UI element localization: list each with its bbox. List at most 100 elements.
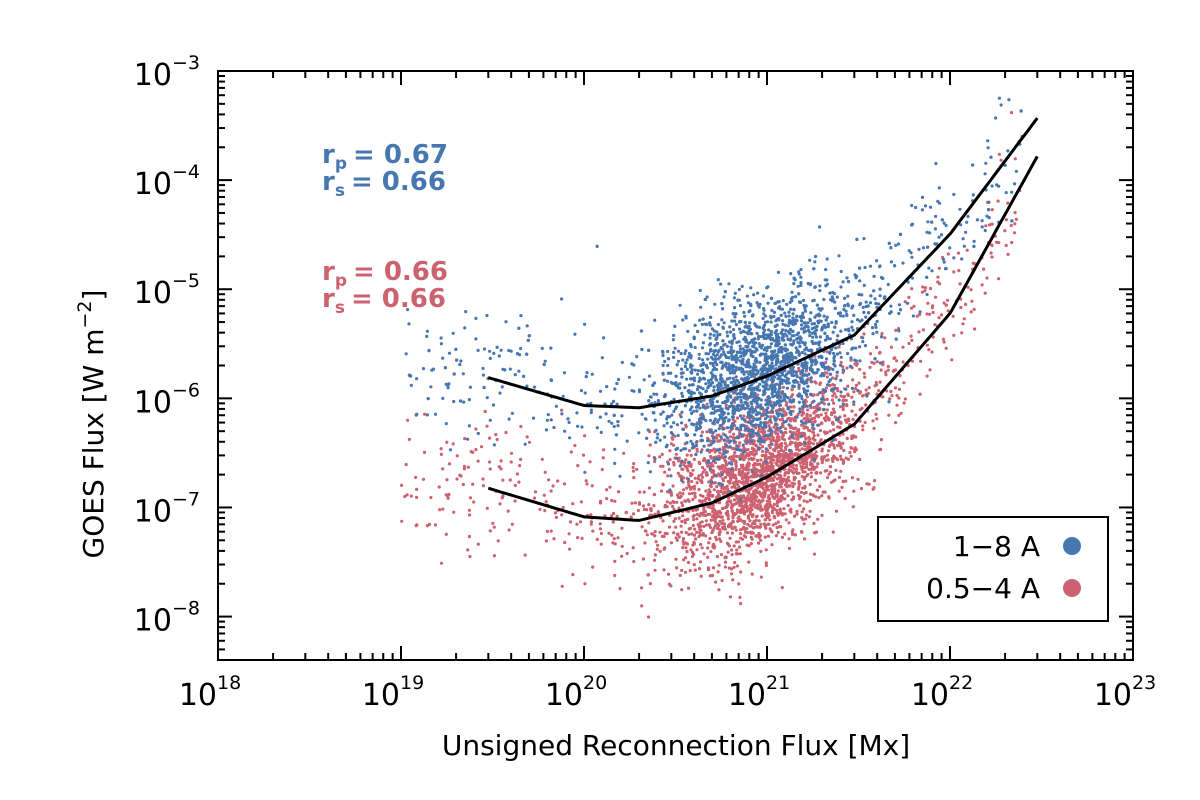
data-point (656, 543, 660, 547)
data-point (604, 412, 608, 416)
data-point (729, 380, 733, 384)
data-point (687, 492, 692, 496)
data-point (637, 388, 642, 392)
data-point (790, 358, 795, 362)
data-point (706, 439, 710, 443)
data-point (736, 436, 741, 440)
data-point (599, 542, 603, 546)
data-point (738, 448, 743, 452)
data-point (737, 340, 741, 344)
data-point (830, 320, 834, 324)
data-point (707, 480, 711, 484)
data-point (658, 438, 662, 442)
data-point (695, 512, 699, 517)
data-point (455, 477, 459, 481)
data-point (794, 295, 798, 299)
data-point (756, 388, 760, 392)
data-point (680, 459, 684, 463)
data-point (812, 405, 816, 410)
data-point (665, 379, 670, 383)
data-point (812, 458, 817, 462)
data-point (693, 368, 697, 372)
data-point (692, 376, 697, 380)
data-point (711, 368, 715, 372)
data-point (832, 443, 836, 447)
data-point (709, 383, 713, 387)
data-point (692, 379, 697, 383)
data-point (944, 303, 948, 307)
data-point (630, 362, 634, 366)
data-point (746, 478, 750, 483)
data-point (675, 532, 680, 537)
data-point (761, 379, 765, 384)
data-point (697, 487, 701, 492)
data-point (720, 483, 724, 487)
data-point (461, 372, 465, 376)
data-point (864, 403, 868, 407)
data-point (708, 505, 712, 509)
data-point (858, 367, 862, 371)
data-point (960, 331, 964, 335)
data-point (589, 411, 593, 415)
data-point (653, 534, 657, 538)
data-point (439, 447, 443, 451)
data-point (738, 395, 743, 399)
data-point (554, 404, 559, 408)
data-point (630, 389, 634, 393)
data-point (801, 298, 806, 303)
data-point (818, 340, 822, 344)
data-point (692, 484, 697, 488)
data-point (996, 199, 1000, 203)
data-point (907, 249, 911, 253)
data-point (822, 314, 826, 318)
data-point (759, 420, 763, 425)
data-point (950, 358, 954, 362)
data-point (698, 377, 703, 381)
data-point (907, 341, 911, 346)
data-point (620, 360, 624, 364)
data-point (788, 300, 792, 304)
data-point (931, 310, 935, 315)
data-point (573, 332, 577, 336)
data-point (695, 530, 699, 535)
data-point (752, 345, 756, 349)
data-point (832, 387, 836, 391)
data-point (984, 224, 988, 228)
data-point (717, 381, 721, 385)
data-point (613, 387, 617, 391)
data-point (785, 401, 789, 405)
data-point (635, 355, 639, 359)
data-point (708, 574, 712, 578)
data-point (860, 293, 864, 297)
data-point (797, 272, 801, 276)
data-point (451, 442, 455, 446)
data-point (999, 158, 1003, 162)
data-point (556, 479, 560, 483)
data-point (821, 397, 825, 401)
data-point (694, 428, 698, 432)
data-point (663, 394, 667, 398)
data-point (889, 246, 893, 250)
data-point (742, 534, 747, 538)
data-point (786, 494, 790, 498)
data-point (504, 320, 508, 324)
data-point (815, 404, 819, 408)
data-point (997, 152, 1002, 156)
data-point (678, 464, 682, 468)
data-point (776, 270, 781, 274)
data-point (813, 478, 818, 482)
data-point (847, 418, 851, 423)
data-point (775, 401, 780, 405)
data-point (873, 479, 877, 483)
data-point (756, 432, 761, 436)
data-point (645, 533, 649, 537)
data-point (704, 496, 709, 500)
data-point (704, 382, 708, 386)
data-point (839, 378, 843, 382)
data-point (533, 490, 538, 494)
data-point (778, 381, 782, 385)
data-point (694, 508, 698, 512)
data-point (719, 539, 723, 544)
data-point (730, 350, 734, 354)
data-point (1003, 163, 1007, 167)
